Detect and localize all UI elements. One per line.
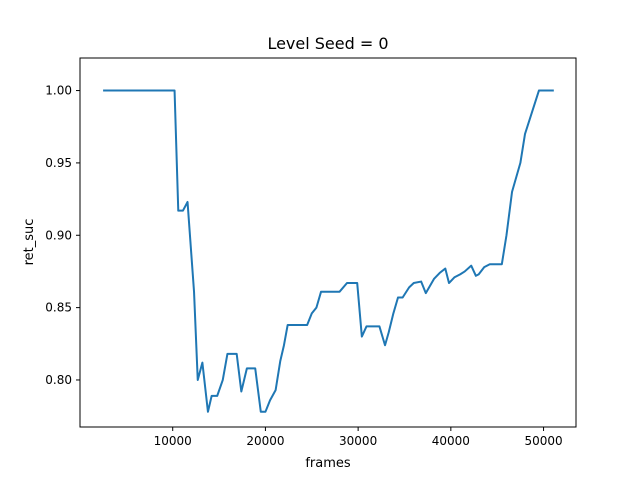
y-tick-label: 0.80 bbox=[45, 373, 72, 387]
x-tick-label: 10000 bbox=[154, 434, 192, 448]
x-tick-label: 30000 bbox=[339, 434, 377, 448]
x-tick-label: 20000 bbox=[246, 434, 284, 448]
x-tick-label: 50000 bbox=[524, 434, 562, 448]
plot-frame bbox=[79, 57, 577, 428]
plot-content bbox=[103, 89, 554, 413]
x-axis: 10000 20000 30000 40000 50000 bbox=[154, 427, 563, 448]
series-line bbox=[103, 89, 554, 413]
y-tick-label: 0.85 bbox=[45, 301, 72, 315]
y-tick-label: 1.00 bbox=[45, 84, 72, 98]
x-tick-label: 40000 bbox=[432, 434, 470, 448]
chart-title: Level Seed = 0 bbox=[267, 34, 388, 53]
y-tick-label: 0.90 bbox=[45, 228, 72, 242]
y-axis-label: ret_suc bbox=[22, 219, 37, 266]
y-tick-label: 0.95 bbox=[45, 156, 72, 170]
y-axis: 0.80 0.85 0.90 0.95 1.00 bbox=[45, 84, 80, 387]
x-axis-label: frames bbox=[305, 456, 351, 471]
